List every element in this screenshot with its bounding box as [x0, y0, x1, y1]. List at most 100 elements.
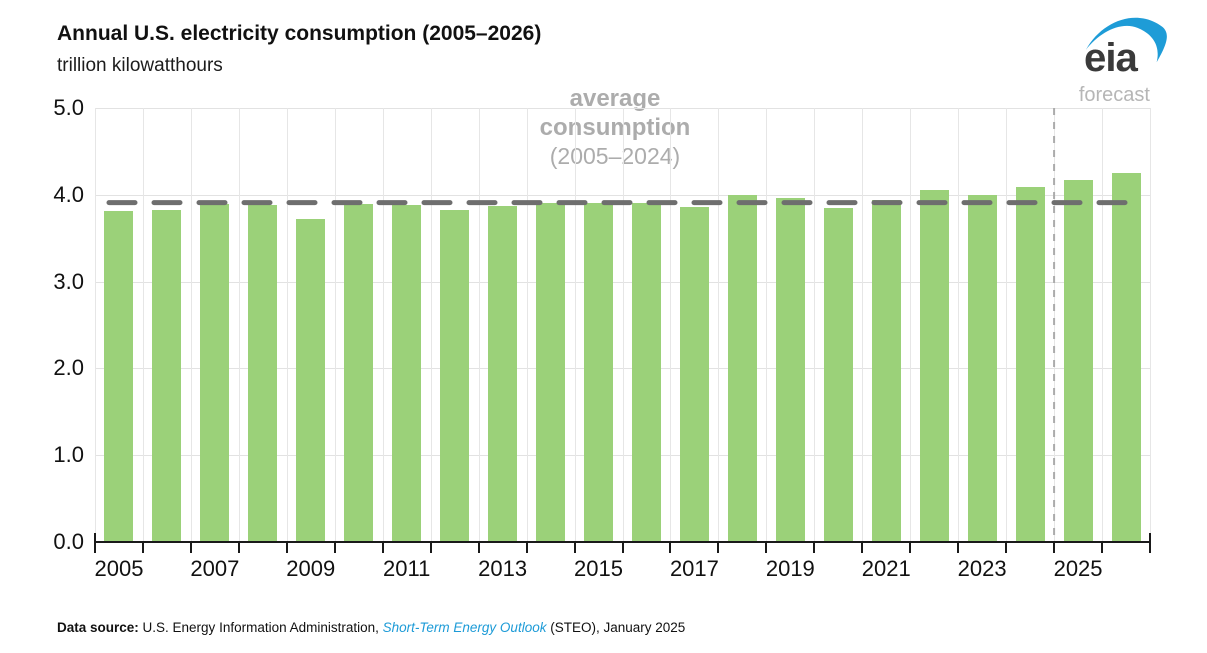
- steo-link[interactable]: Short-Term Energy Outlook: [382, 620, 547, 635]
- bar-2006: [152, 210, 182, 542]
- y-axis-tick-label: 2.0: [53, 355, 84, 381]
- vertical-gridline: [718, 108, 720, 542]
- x-axis-tick: [1149, 533, 1151, 553]
- bar-2011: [392, 205, 422, 542]
- bar-2020: [823, 207, 853, 542]
- eia-logo-icon: eia: [1084, 17, 1167, 78]
- x-axis-tick: [429, 542, 432, 553]
- average-line-annotation: average consumption (2005–2024): [540, 84, 691, 171]
- x-axis-tick-label: 2025: [1053, 556, 1103, 581]
- data-source-prefix: Data source:: [57, 620, 139, 635]
- bar-2016: [631, 203, 661, 542]
- bar-2005: [104, 211, 134, 542]
- bar-2015: [584, 203, 614, 542]
- x-axis-tick: [94, 533, 96, 553]
- bar-2018: [727, 194, 757, 542]
- vertical-gridline: [430, 108, 432, 542]
- x-axis-tick: [381, 542, 384, 553]
- bar-2013: [488, 206, 518, 542]
- vertical-gridline: [766, 108, 768, 542]
- x-axis-tick-label: 2023: [957, 556, 1007, 581]
- vertical-gridline: [1054, 108, 1056, 542]
- vertical-gridline: [382, 108, 384, 542]
- y-axis-tick-label: 1.0: [53, 442, 84, 468]
- x-axis-tick: [669, 542, 672, 553]
- vertical-gridline: [910, 108, 912, 542]
- x-axis-tick: [909, 542, 912, 553]
- x-axis-tick: [1005, 542, 1008, 553]
- annotation-line-2: consumption: [539, 114, 691, 141]
- x-axis-tick-label: 2011: [383, 556, 431, 581]
- x-axis-tick: [477, 542, 480, 553]
- annotation-line-1: average: [569, 85, 661, 112]
- bar-2009: [296, 219, 326, 542]
- vertical-gridline: [478, 108, 480, 542]
- x-axis-tick: [1053, 542, 1056, 553]
- data-source-line: Data source: U.S. Energy Information Adm…: [57, 620, 685, 635]
- bar-2019: [775, 198, 805, 542]
- x-axis-tick: [861, 542, 864, 553]
- x-axis-tick: [765, 542, 768, 553]
- bar-2023: [967, 194, 997, 542]
- vertical-gridline: [95, 108, 96, 542]
- bar-2014: [536, 203, 566, 542]
- x-axis-tick: [813, 542, 816, 553]
- vertical-gridline: [1102, 108, 1104, 542]
- vertical-gridline: [238, 108, 240, 542]
- x-axis-tick: [141, 542, 144, 553]
- chart-unit-subtitle: trillion kilowatthours: [57, 55, 223, 76]
- x-axis-tick: [573, 542, 576, 553]
- x-axis-tick: [285, 542, 288, 553]
- vertical-gridline: [814, 108, 816, 542]
- data-source-suffix: (STEO), January 2025: [546, 620, 686, 635]
- vertical-gridline: [142, 108, 144, 542]
- bar-2007: [200, 204, 230, 542]
- x-axis-tick-label: 2021: [861, 556, 911, 581]
- bar-2025: [1063, 180, 1093, 542]
- bar-2022: [919, 189, 949, 542]
- bar-chart: average consumption (2005–2024) forecast…: [53, 84, 1151, 581]
- x-axis-tick-label: 2017: [669, 556, 719, 581]
- x-axis-tick: [237, 542, 240, 553]
- x-axis-tick: [333, 542, 336, 553]
- vertical-gridline: [574, 108, 576, 542]
- x-axis-tick-label: 2015: [574, 556, 623, 581]
- bar-2008: [248, 205, 278, 542]
- x-axis-tick-label: 2007: [190, 556, 240, 581]
- x-axis-tick-label: 2013: [478, 556, 528, 581]
- bar-2026: [1111, 173, 1141, 542]
- y-axis-tick-label: 5.0: [53, 95, 84, 120]
- x-axis-tick: [717, 542, 720, 553]
- forecast-label: forecast: [1078, 84, 1150, 106]
- eia-logo-swoosh: [1085, 17, 1167, 63]
- vertical-gridline: [622, 108, 624, 542]
- vertical-gridline: [526, 108, 528, 542]
- vertical-gridline: [670, 108, 672, 542]
- x-axis-tick-label: 2005: [94, 556, 144, 581]
- chart-title: Annual U.S. electricity consumption (200…: [57, 22, 542, 45]
- x-axis-tick: [621, 542, 624, 553]
- vertical-gridline: [334, 108, 336, 542]
- vertical-gridline: [862, 108, 864, 542]
- y-axis-tick-label: 3.0: [53, 268, 84, 294]
- x-axis-tick: [189, 542, 192, 553]
- x-axis-tick-label: 2009: [286, 556, 336, 581]
- vertical-gridline: [286, 108, 288, 542]
- x-axis-tick: [525, 542, 528, 553]
- x-axis-tick: [1101, 542, 1104, 553]
- y-axis-tick-label: 4.0: [53, 181, 84, 207]
- vertical-gridline: [190, 108, 192, 542]
- x-axis-tick-label: 2019: [765, 556, 815, 581]
- y-axis-tick-label: 0.0: [53, 529, 84, 554]
- bar-2017: [679, 206, 709, 542]
- vertical-gridline: [1006, 108, 1008, 542]
- bar-2010: [344, 204, 374, 542]
- bar-2024: [1015, 186, 1045, 542]
- eia-logo-text: eia: [1084, 35, 1139, 78]
- x-axis-tick: [957, 542, 960, 553]
- bar-2012: [440, 209, 470, 542]
- data-source-text: U.S. Energy Information Administration,: [138, 620, 383, 635]
- bar-2021: [871, 200, 901, 542]
- vertical-gridline: [1150, 108, 1151, 542]
